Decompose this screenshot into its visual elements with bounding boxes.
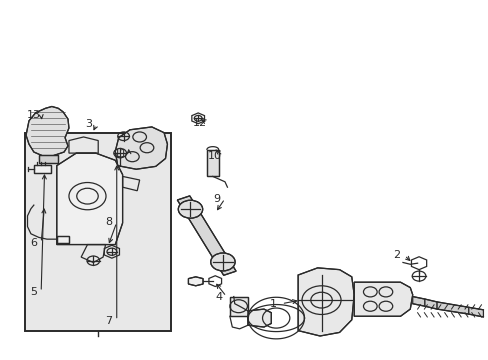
Bar <box>39 155 58 163</box>
Text: 7: 7 <box>105 316 112 325</box>
Polygon shape <box>298 268 353 336</box>
Text: 10: 10 <box>208 150 222 161</box>
Text: 8: 8 <box>105 217 112 227</box>
Polygon shape <box>26 107 69 156</box>
Text: 3: 3 <box>85 120 92 129</box>
Bar <box>57 235 69 243</box>
Polygon shape <box>436 302 468 314</box>
Text: 1: 1 <box>270 299 277 309</box>
Text: 4: 4 <box>215 292 222 302</box>
Bar <box>206 149 218 176</box>
Polygon shape <box>353 282 412 316</box>
Bar <box>206 149 218 176</box>
Circle shape <box>210 253 235 271</box>
Polygon shape <box>115 127 167 169</box>
Bar <box>34 165 51 173</box>
Text: 6: 6 <box>30 238 37 248</box>
Polygon shape <box>424 299 436 309</box>
Polygon shape <box>57 153 122 244</box>
Bar <box>34 165 51 173</box>
Bar <box>57 235 69 243</box>
Polygon shape <box>188 277 203 286</box>
Text: 9: 9 <box>213 194 220 204</box>
Polygon shape <box>468 307 483 317</box>
Text: 2: 2 <box>392 250 399 260</box>
Bar <box>39 155 58 163</box>
Circle shape <box>178 200 202 218</box>
Bar <box>25 134 171 330</box>
Text: 5: 5 <box>30 287 37 297</box>
Text: 11: 11 <box>114 149 128 159</box>
Polygon shape <box>177 196 236 275</box>
Text: 12: 12 <box>192 118 206 128</box>
Text: 13: 13 <box>26 110 41 120</box>
Polygon shape <box>412 297 424 306</box>
Polygon shape <box>247 309 271 327</box>
Polygon shape <box>229 297 247 316</box>
